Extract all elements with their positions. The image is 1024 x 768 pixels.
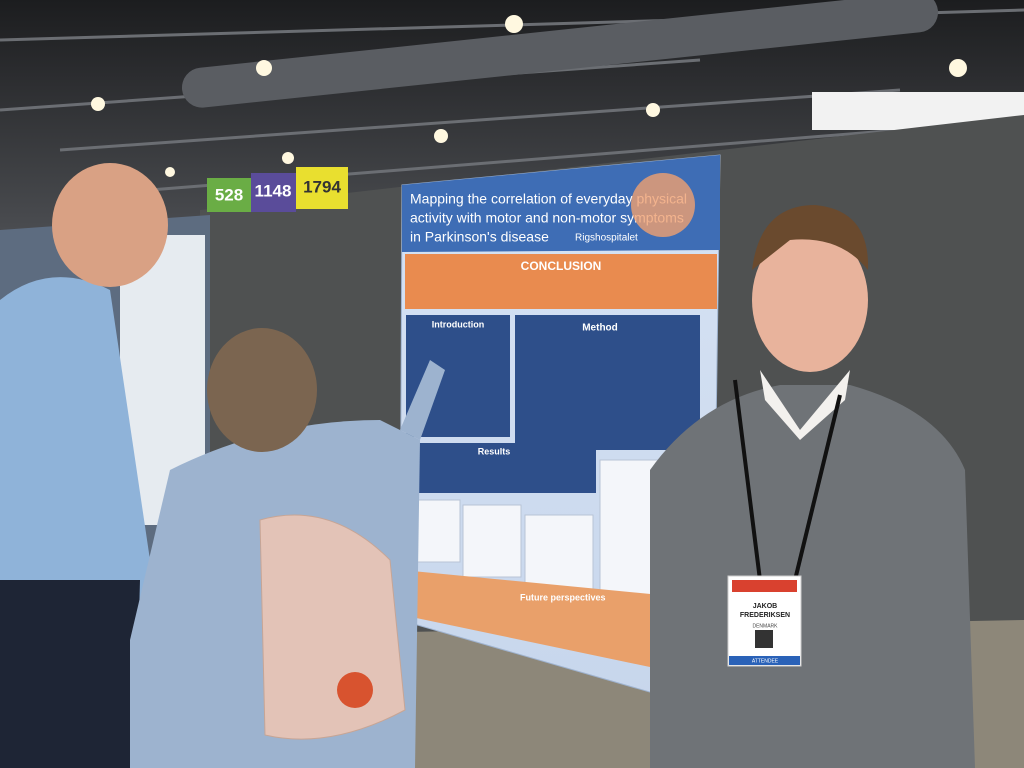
- section-heading: Results: [478, 446, 511, 456]
- conclusion-box: [405, 254, 717, 309]
- results-box: [406, 443, 596, 493]
- booth-number-bg: [207, 178, 251, 212]
- duct: [181, 0, 939, 108]
- poster-title: in Parkinson's disease: [410, 229, 549, 245]
- section-heading: Introduction: [432, 319, 485, 329]
- badge-name: FREDERIKSEN: [740, 612, 790, 619]
- lanyard: [793, 394, 842, 581]
- booth-number-bg: [296, 167, 348, 209]
- person-head: [52, 163, 168, 287]
- person-sweater: [650, 385, 975, 768]
- section-heading: Future perspectives: [520, 592, 606, 602]
- backpack-patch: [337, 672, 373, 708]
- person-arm: [400, 360, 445, 440]
- badge-header: [732, 580, 797, 592]
- badge-qr: [755, 630, 773, 648]
- poster-title: Mapping the correlation of everyday phys…: [410, 191, 687, 207]
- person-trousers: [0, 580, 140, 768]
- booth-number: 1794: [303, 177, 341, 196]
- future-box: [402, 570, 712, 680]
- person-collar: [760, 370, 850, 440]
- badge-country: DENMARK: [752, 623, 778, 629]
- person-hair: [752, 205, 869, 270]
- lanyard: [733, 379, 762, 581]
- section-heading: CONCLUSION: [521, 259, 602, 273]
- person-face: [752, 228, 868, 372]
- booth-number: 1148: [255, 181, 292, 200]
- booth-number-bg: [251, 173, 296, 212]
- booth-number: 528: [215, 185, 243, 204]
- person-hair: [207, 328, 317, 452]
- poster-logo: [631, 173, 695, 237]
- poster-institution: Rigshospitalet: [575, 233, 638, 244]
- badge-role: ATTENDEE: [752, 658, 779, 664]
- lights: [91, 15, 967, 177]
- badge-role-bar: [729, 656, 800, 665]
- method-box: [515, 315, 700, 450]
- section-heading: Method: [582, 323, 618, 334]
- poster-title: activity with motor and non-motor sympto…: [410, 210, 684, 226]
- badge-name: JAKOB: [753, 603, 778, 610]
